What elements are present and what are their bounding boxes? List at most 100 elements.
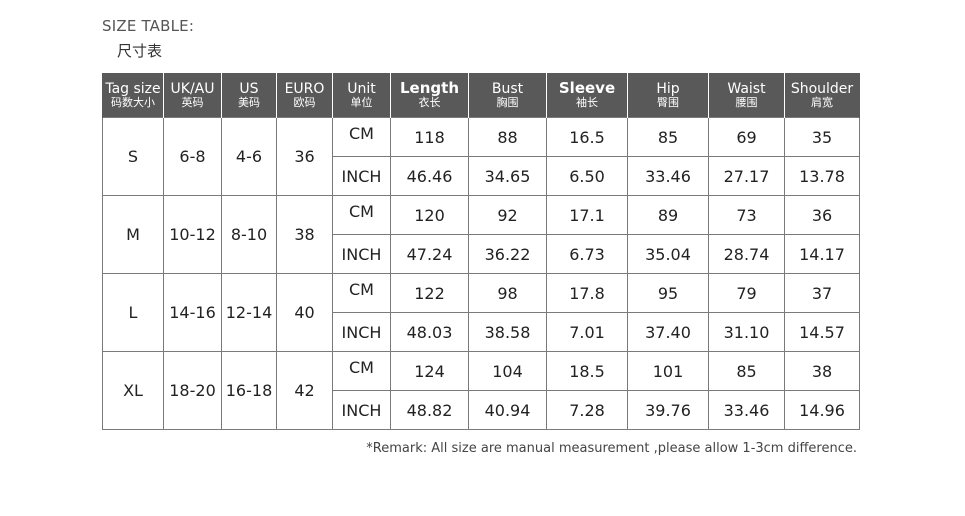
header-tag-size-label: Tag size [105, 80, 161, 97]
cell-shoulder: 36 [784, 195, 860, 235]
header-euro-label-chinese: 欧码 [293, 95, 316, 109]
cell-us: 4-6 [221, 117, 277, 196]
header-euro-label: EURO [284, 80, 325, 97]
header-tag-size-label-chinese: 码数大小 [111, 95, 155, 109]
cell-unit: CM [332, 195, 391, 235]
cell-hip: 101 [627, 351, 709, 391]
cell-hip: 39.76 [627, 390, 709, 430]
header-bust-label: Bust [491, 80, 524, 97]
header-sleeve-label: Sleeve [558, 79, 616, 98]
header-unit: Unit 单位 [332, 73, 391, 118]
cell-bust: 34.65 [468, 156, 547, 196]
table-body: S 6-8 4-6 36 CM 118 88 16.5 85 69 35 INCH 46.46 34.65… [102, 117, 860, 430]
cell-shoulder: 37 [784, 273, 860, 313]
table-row: XL 18-20 16-18 42 CM 124 104 18.5 101 85 38 [102, 351, 860, 430]
cell-waist: 85 [708, 351, 785, 391]
cell-bust: 104 [468, 351, 547, 391]
cell-length: 46.46 [390, 156, 469, 196]
cell-us: 12-14 [221, 273, 277, 352]
cell-unit: INCH [332, 234, 391, 274]
cell-length: 48.82 [390, 390, 469, 430]
cell-unit: CM [332, 273, 391, 313]
cell-bust: 38.58 [468, 312, 547, 352]
cell-length: 48.03 [390, 312, 469, 352]
cell-bust: 92 [468, 195, 547, 235]
cell-waist: 33.46 [708, 390, 785, 430]
cell-shoulder: 14.96 [784, 390, 860, 430]
header-sleeve-label-chinese: 袖长 [576, 96, 598, 110]
cell-waist: 79 [708, 273, 785, 313]
header-us: US 美码 [221, 73, 277, 118]
cell-bust: 88 [468, 117, 547, 157]
table-row: INCH 46.46 34.65 6.50 33.46 27.17 13.78 [103, 156, 860, 196]
header-shoulder: Shoulder 肩宽 [784, 73, 860, 118]
header-euro: EURO 欧码 [276, 73, 333, 118]
cell-shoulder: 14.17 [784, 234, 860, 274]
table-row: L 14-16 12-14 40 CM 122 98 17.8 95 79 37 [102, 273, 860, 352]
table-header-row: Tag size 码数大小 UK/AU 英码 US 美码 EURO 欧码 Unit 单位 Lengt… [102, 73, 860, 118]
header-uk-au: UK/AU 英码 [163, 73, 222, 118]
cell-euro: 38 [276, 195, 333, 274]
cell-hip: 89 [627, 195, 709, 235]
cell-tag: L [102, 273, 164, 352]
cell-sleeve: 7.01 [546, 312, 628, 352]
cell-sleeve: 18.5 [546, 351, 628, 391]
header-uk-au-label: UK/AU [170, 80, 215, 97]
table-row: INCH 48.03 38.58 7.01 37.40 31.10 14.57 [103, 312, 860, 352]
cell-shoulder: 38 [784, 351, 860, 391]
cell-hip: 85 [627, 117, 709, 157]
header-sleeve: Sleeve 袖长 [546, 73, 628, 118]
cell-euro: 36 [276, 117, 333, 196]
cell-sleeve: 17.1 [546, 195, 628, 235]
header-us-label: US [239, 80, 259, 97]
cell-shoulder: 14.57 [784, 312, 860, 352]
header-unit-label: Unit [347, 80, 376, 97]
cell-sleeve: 17.8 [546, 273, 628, 313]
cell-uk-au: 18-20 [163, 351, 222, 430]
cell-hip: 37.40 [627, 312, 709, 352]
cell-length: 118 [390, 117, 469, 157]
cell-unit: INCH [332, 390, 391, 430]
cell-bust: 98 [468, 273, 547, 313]
cell-tag: M [102, 195, 164, 274]
size-table-title-chinese: 尺寸表 [117, 42, 163, 60]
header-waist-label: Waist [727, 80, 766, 97]
cell-unit: INCH [332, 156, 391, 196]
cell-hip: 35.04 [627, 234, 709, 274]
cell-hip: 95 [627, 273, 709, 313]
header-length: Length 衣长 [390, 73, 469, 118]
cell-uk-au: 10-12 [163, 195, 222, 274]
cell-length: 122 [390, 273, 469, 313]
header-us-label-chinese: 美码 [238, 95, 260, 109]
cell-us: 8-10 [221, 195, 277, 274]
cell-euro: 40 [276, 273, 333, 352]
cell-unit: CM [332, 117, 391, 157]
cell-bust: 36.22 [468, 234, 547, 274]
cell-sleeve: 7.28 [546, 390, 628, 430]
cell-unit: CM [332, 351, 391, 391]
cell-shoulder: 13.78 [784, 156, 860, 196]
header-hip: Hip 臀围 [627, 73, 709, 118]
cell-uk-au: 6-8 [163, 117, 222, 196]
size-table: Tag size 码数大小 UK/AU 英码 US 美码 EURO 欧码 Unit 单位 Lengt… [102, 73, 860, 430]
header-bust-label-chinese: 胸围 [496, 95, 519, 109]
cell-tag: S [102, 117, 164, 196]
cell-waist: 31.10 [708, 312, 785, 352]
header-waist: Waist 腰围 [708, 73, 785, 118]
table-row: INCH 47.24 36.22 6.73 35.04 28.74 14.17 [103, 234, 860, 274]
cell-euro: 42 [276, 351, 333, 430]
header-length-label: Length [400, 79, 459, 98]
header-hip-label-chinese: 臀围 [657, 95, 679, 109]
cell-us: 16-18 [221, 351, 277, 430]
cell-unit: INCH [332, 312, 391, 352]
header-bust: Bust 胸围 [468, 73, 547, 118]
remark-note: *Remark: All size are manual measurement… [366, 441, 857, 456]
cell-length: 124 [390, 351, 469, 391]
table-row: INCH 48.82 40.94 7.28 39.76 33.46 14.96 [103, 390, 860, 430]
cell-uk-au: 14-16 [163, 273, 222, 352]
cell-length: 120 [390, 195, 469, 235]
cell-length: 47.24 [390, 234, 469, 274]
cell-bust: 40.94 [468, 390, 547, 430]
header-hip-label: Hip [656, 80, 680, 97]
header-shoulder-label-chinese: 肩宽 [811, 95, 833, 109]
